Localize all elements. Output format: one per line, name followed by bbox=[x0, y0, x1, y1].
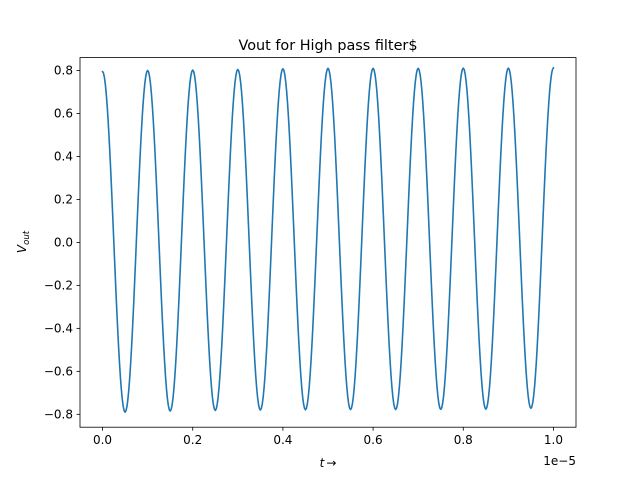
x-axis-label-arrow: → bbox=[326, 456, 336, 470]
y-tick-label: −0.4 bbox=[44, 322, 73, 336]
y-tick-label: 0.2 bbox=[54, 193, 73, 207]
y-tick-label: 0.6 bbox=[54, 107, 73, 121]
y-tick-label: −0.2 bbox=[44, 279, 73, 293]
x-tick-label: 0.8 bbox=[454, 433, 473, 447]
y-tick-label: 0.0 bbox=[54, 236, 73, 250]
x-tick-label: 0.2 bbox=[183, 433, 202, 447]
x-axis-label: t → bbox=[320, 456, 337, 470]
y-tick-label: −0.6 bbox=[44, 365, 73, 379]
x-axis-label-symbol: t bbox=[320, 456, 326, 470]
x-tick-label: 0.6 bbox=[364, 433, 383, 447]
x-tick-label: 0.0 bbox=[93, 433, 112, 447]
y-axis-label-subscript: out bbox=[22, 230, 32, 245]
y-axis-label-symbol: V bbox=[15, 244, 29, 253]
plot-area bbox=[101, 66, 555, 413]
chart-title: Vout for High pass filter$ bbox=[238, 38, 417, 54]
x-tick-label: 0.4 bbox=[273, 433, 292, 447]
x-axis: 0.0 0.2 0.4 0.6 0.8 1.0 bbox=[93, 427, 563, 447]
series-line bbox=[101, 66, 555, 413]
y-tick-label: 0.8 bbox=[54, 64, 73, 78]
y-axis-label: Vout bbox=[15, 230, 32, 253]
y-tick-label: −0.8 bbox=[44, 408, 73, 422]
y-tick-label: 0.4 bbox=[54, 150, 73, 164]
x-tick-label: 1.0 bbox=[544, 433, 563, 447]
x-offset-label: 1e−5 bbox=[543, 454, 576, 468]
y-axis: −0.8 −0.6 −0.4 −0.2 0.0 0.2 0.4 0.6 0.8 bbox=[44, 64, 80, 422]
